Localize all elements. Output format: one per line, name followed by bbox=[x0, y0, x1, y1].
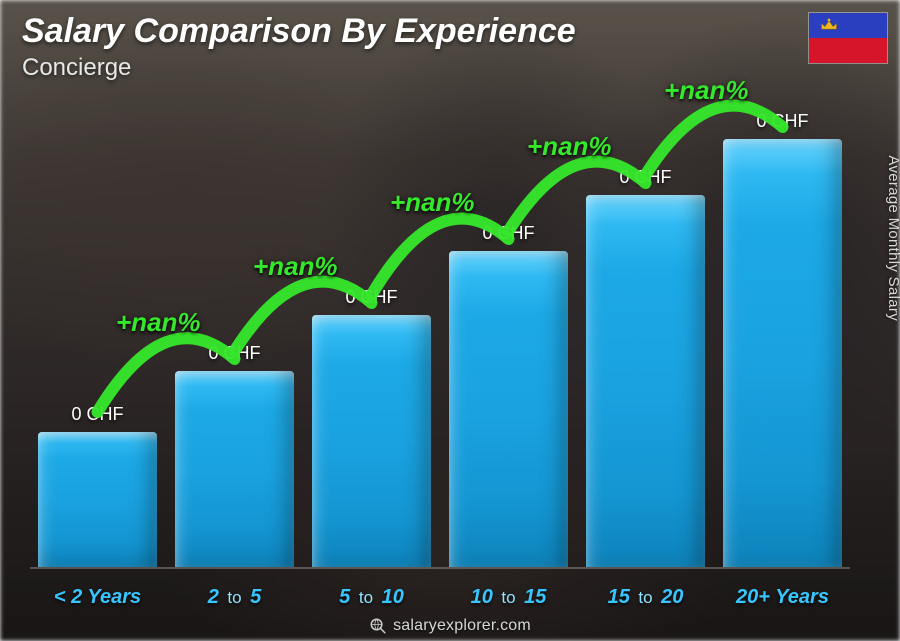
bar: 0 CHF bbox=[175, 371, 294, 567]
x-tick-label: 10 to 15 bbox=[449, 586, 568, 609]
chart-title: Salary Comparison By Experience bbox=[22, 12, 576, 51]
flag-liechtenstein-icon bbox=[808, 12, 888, 64]
bar-value-label: 0 CHF bbox=[292, 287, 452, 308]
bar-value-label: 0 CHF bbox=[703, 111, 863, 132]
x-axis-labels: < 2 Years 2 to 5 5 to 10 10 to 15 15 to 20 20… bbox=[30, 586, 850, 609]
bar: 0 CHF bbox=[38, 432, 157, 567]
bar-value-label: 0 CHF bbox=[429, 223, 589, 244]
bar: 0 CHF bbox=[312, 315, 431, 567]
x-tick-label: 15 to 20 bbox=[586, 586, 705, 609]
bar-slot: 0 CHF bbox=[312, 315, 431, 567]
flag-bottom-stripe bbox=[809, 38, 887, 63]
crown-icon bbox=[819, 17, 839, 33]
bar-slot: 0 CHF bbox=[586, 195, 705, 567]
x-tick-label: 20+ Years bbox=[723, 586, 842, 609]
y-axis-label: Average Monthly Salary bbox=[886, 155, 900, 321]
percent-increase-label: +nan% bbox=[527, 131, 612, 162]
percent-increase-label: +nan% bbox=[664, 75, 749, 106]
bar-slot: 0 CHF bbox=[723, 139, 842, 567]
watermark: salaryexplorer.com bbox=[369, 617, 531, 635]
chart-subtitle: Concierge bbox=[22, 54, 131, 82]
bar-value-label: 0 CHF bbox=[18, 404, 178, 425]
x-tick-label: 5 to 10 bbox=[312, 586, 431, 609]
bar-slot: 0 CHF bbox=[449, 251, 568, 567]
percent-increase-label: +nan% bbox=[390, 187, 475, 218]
bar-slot: 0 CHF bbox=[38, 432, 157, 567]
watermark-text: salaryexplorer.com bbox=[393, 617, 531, 635]
bar: 0 CHF bbox=[586, 195, 705, 567]
globe-search-icon bbox=[369, 617, 387, 635]
bar: 0 CHF bbox=[449, 251, 568, 567]
x-axis-line bbox=[30, 567, 850, 569]
percent-increase-label: +nan% bbox=[116, 307, 201, 338]
bar: 0 CHF bbox=[723, 139, 842, 567]
x-tick-label: < 2 Years bbox=[38, 586, 157, 609]
percent-increase-label: +nan% bbox=[253, 251, 338, 282]
chart-canvas: Salary Comparison By Experience Concierg… bbox=[0, 0, 900, 641]
bar-value-label: 0 CHF bbox=[566, 167, 726, 188]
bar-value-label: 0 CHF bbox=[155, 343, 315, 364]
bar-slot: 0 CHF bbox=[175, 371, 294, 567]
x-tick-label: 2 to 5 bbox=[175, 586, 294, 609]
